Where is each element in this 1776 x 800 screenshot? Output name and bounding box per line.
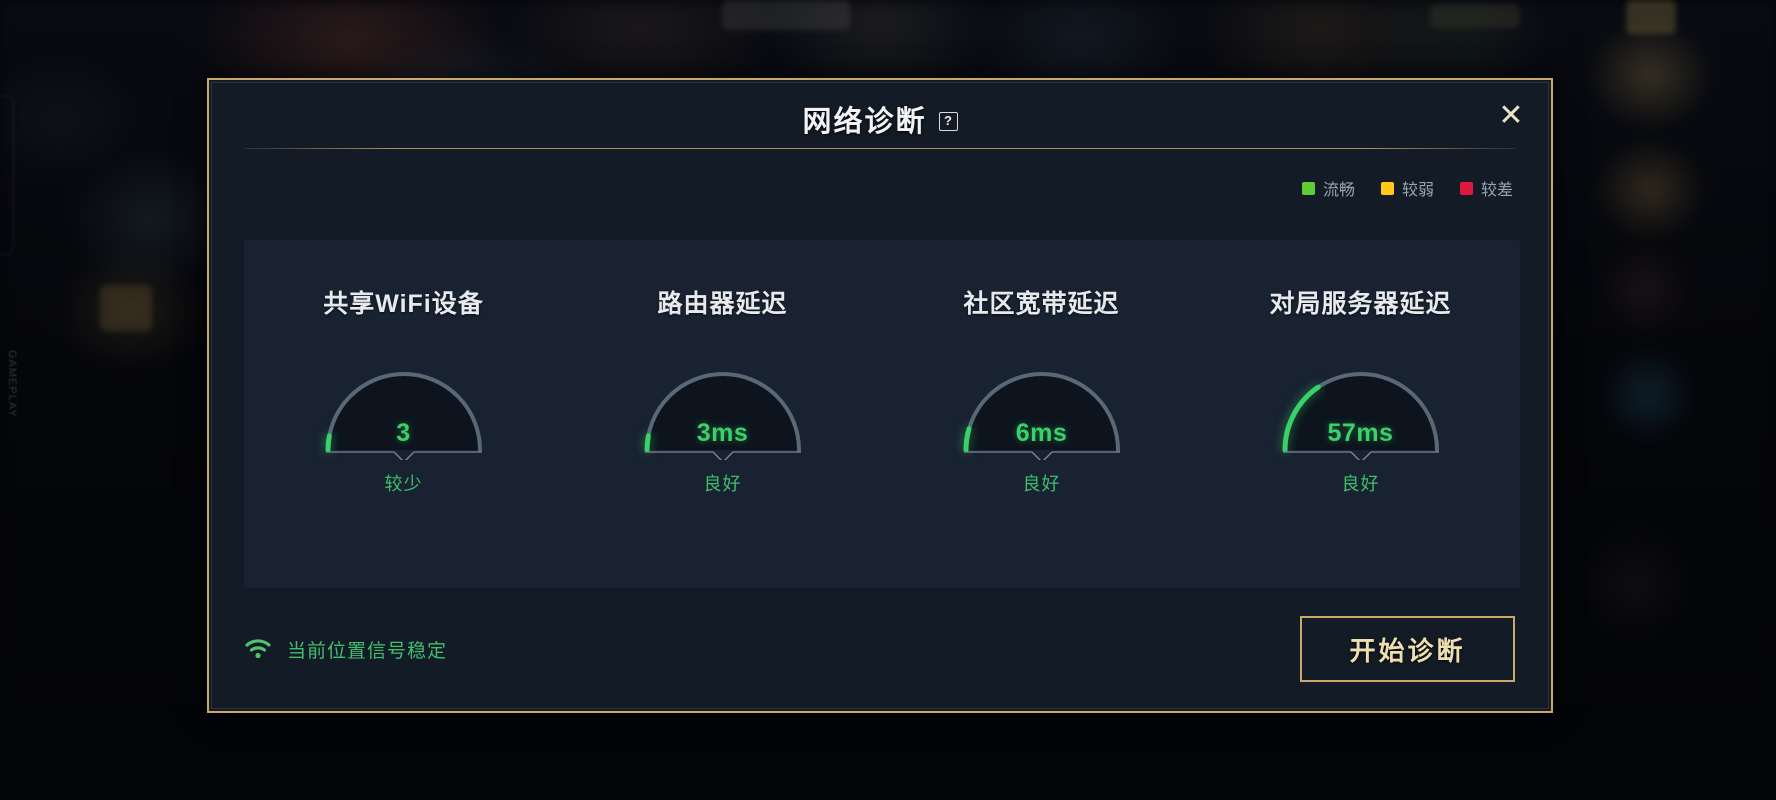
signal-status-text: 当前位置信号稳定: [287, 640, 448, 662]
wifi-icon: [245, 639, 271, 659]
gauge-notch-icon: [712, 451, 733, 460]
gauge-value: 6ms: [1015, 419, 1068, 447]
start-diagnostics-button[interactable]: 开始诊断: [1300, 616, 1515, 682]
close-icon[interactable]: ✕: [1498, 99, 1524, 132]
background-tile-top-center: [722, 0, 850, 30]
diagnostics-panel: 共享WiFi设备 3 较少 路由器延迟: [244, 240, 1520, 588]
gauge-arc-svg: [644, 371, 801, 460]
gauge-card-match-server-latency: 对局服务器延迟 57ms 良好: [1236, 284, 1486, 496]
network-diagnostics-dialog: 网络诊断 ? ✕ 流畅 较弱 较差 共享: [207, 78, 1553, 713]
gauge-notch-icon: [1350, 451, 1371, 460]
gauge-title: 共享WiFi设备: [323, 290, 484, 318]
gauge-status: 良好: [1022, 474, 1061, 494]
gauge-arc-svg: [963, 371, 1120, 460]
gauge-arc-svg: [1282, 371, 1439, 460]
gauge-track: [963, 372, 1120, 452]
legend-item-weak: 较弱: [1380, 176, 1434, 200]
gauge-track: [644, 372, 801, 452]
gauge-list: 共享WiFi设备 3 较少 路由器延迟: [244, 240, 1520, 588]
dialog-title-group: 网络诊断 ?: [209, 98, 1551, 140]
quality-legend: 流畅 较弱 较差: [1301, 176, 1513, 200]
background-tile-top-right: [1430, 4, 1520, 28]
gauge-value: 3: [396, 419, 411, 447]
gauge-notch-icon: [393, 451, 414, 460]
legend-label-poor: 较差: [1480, 182, 1513, 199]
gauge-status: 良好: [1341, 474, 1380, 494]
legend-item-smooth: 流畅: [1301, 176, 1355, 200]
gauge-notch-icon: [1031, 451, 1052, 460]
gauge-dial: 3ms: [633, 356, 813, 460]
question-mark-icon[interactable]: ?: [938, 111, 958, 131]
legend-swatch-poor: [1459, 181, 1473, 195]
legend-swatch-weak: [1380, 181, 1394, 195]
background-watermark: GAMEPLAY: [6, 350, 18, 418]
background-tile-left: [100, 285, 152, 331]
gauge-status: 良好: [703, 474, 742, 494]
page-title: 网络诊断: [802, 106, 927, 138]
gauge-card-router-latency: 路由器延迟 3ms 良好: [598, 284, 848, 496]
legend-item-poor: 较差: [1459, 176, 1513, 200]
gauge-title: 对局服务器延迟: [1269, 290, 1452, 318]
dialog-footer: 当前位置信号稳定 开始诊断: [245, 610, 1515, 688]
header-divider: [245, 148, 1515, 149]
gauge-arc-svg: [325, 371, 482, 460]
gauge-dial: 6ms: [952, 356, 1132, 460]
background-left-panel-edge: [0, 95, 14, 255]
legend-swatch-smooth: [1301, 181, 1315, 195]
signal-status: 当前位置信号稳定: [245, 636, 447, 663]
gauge-dial: 57ms: [1271, 356, 1451, 460]
gauge-value: 3ms: [696, 419, 749, 447]
gauge-card-wifi-devices: 共享WiFi设备 3 较少: [279, 284, 529, 496]
gauge-title: 路由器延迟: [657, 290, 788, 318]
gauge-title: 社区宽带延迟: [963, 290, 1120, 318]
gauge-track: [325, 372, 482, 452]
gauge-progress: [1282, 371, 1439, 453]
gauge-card-broadband-latency: 社区宽带延迟 6ms 良好: [917, 284, 1167, 496]
gauge-value: 57ms: [1327, 419, 1394, 447]
legend-label-smooth: 流畅: [1322, 182, 1355, 199]
gauge-status: 较少: [384, 474, 423, 494]
gauge-dial: 3: [314, 356, 494, 460]
dialog-header: 网络诊断 ? ✕: [209, 80, 1551, 158]
background-tile-far-right: [1626, 0, 1676, 34]
legend-label-weak: 较弱: [1401, 182, 1434, 199]
